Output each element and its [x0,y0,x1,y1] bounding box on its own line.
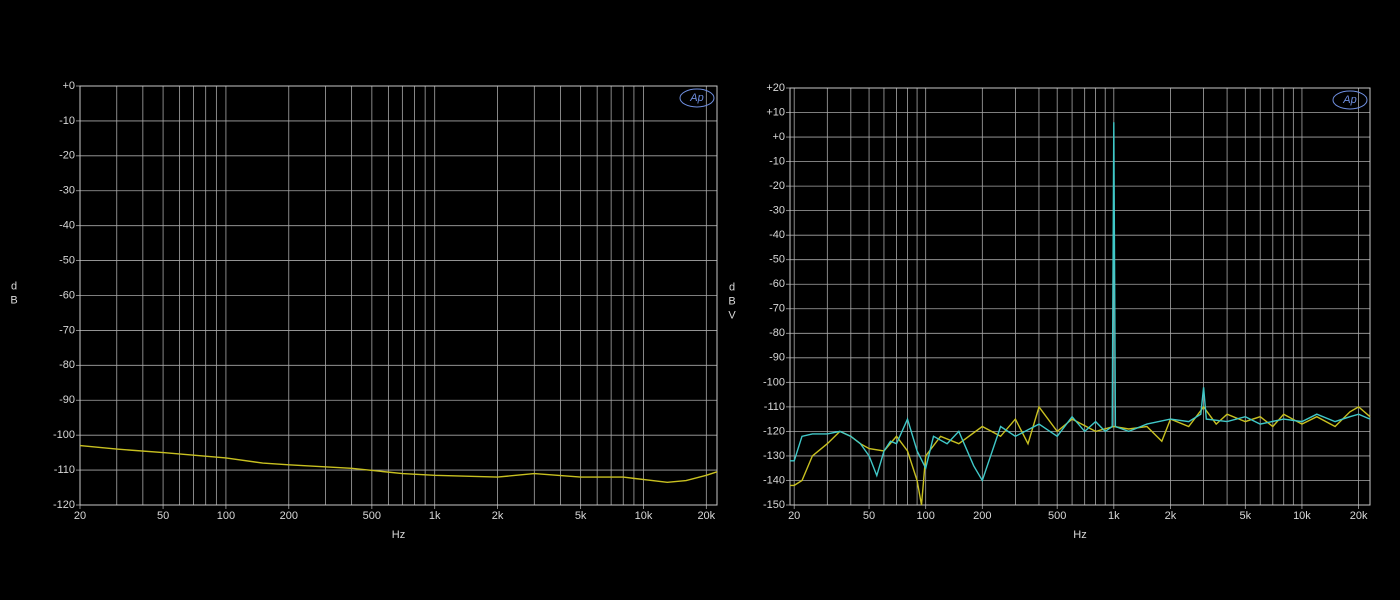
y-tick-label: -60 [59,289,75,301]
y-tick-label: -150 [763,499,785,511]
x-tick-label: 10k [635,510,653,522]
x-tick-label: 100 [917,510,935,522]
x-tick-label: 2k [1165,510,1177,522]
x-tick-label: 20 [788,510,800,522]
y-tick-label: +20 [766,82,785,94]
x-tick-label: 1k [1108,510,1120,522]
x-tick-label: 5k [1240,510,1252,522]
y-tick-label: -100 [53,429,75,441]
x-tick-label: 2k [492,510,504,522]
y-tick-label: -70 [59,324,75,336]
x-tick-label: 20 [74,510,86,522]
y-tick-label: -30 [769,205,785,217]
y-axis-label: dBV [726,282,738,324]
logo: Ap [1342,94,1356,106]
x-tick-label: 200 [280,510,298,522]
series-line [79,444,718,484]
y-tick-label: -60 [769,278,785,290]
chart: +0 -10 -20 -30 -40 -50 -60 -70 -80 -90 -100 -110 -12… [8,80,718,541]
chart: +20 +10 +0 -10 -20 -30 -40 -50 -60 -70 -80 -90 -100 -… [726,82,1371,541]
x-tick-label: 50 [863,510,875,522]
y-tick-label: -110 [54,464,75,476]
y-tick-label: -100 [763,376,785,388]
y-tick-label: -120 [763,425,785,437]
y-tick-label: -20 [769,180,785,192]
y-tick-label: -130 [763,450,785,462]
x-tick-label: 100 [217,510,235,522]
y-tick-label: -80 [59,359,75,371]
plot-frame [79,85,718,506]
y-tick-label: -50 [769,254,785,266]
logo: Ap [689,92,703,104]
y-tick-label: -20 [59,150,75,162]
y-tick-label: -10 [59,115,75,127]
x-tick-label: 200 [973,510,991,522]
y-tick-label: -40 [769,229,785,241]
x-tick-label: 20k [697,510,715,522]
y-tick-label: -110 [764,401,785,413]
y-tick-label: -70 [769,303,785,315]
y-tick-label: -30 [59,185,75,197]
x-axis-label: Hz [1073,529,1086,541]
x-tick-label: 1k [429,510,441,522]
y-tick-label: -90 [59,394,75,406]
series-line [790,122,1371,483]
x-tick-label: 20k [1350,510,1368,522]
y-tick-label: -120 [53,499,75,511]
y-tick-label: -140 [763,474,785,486]
x-tick-label: 500 [363,510,381,522]
x-tick-label: 500 [1048,510,1066,522]
y-tick-label: +0 [62,80,75,92]
y-tick-label: -80 [769,327,785,339]
y-tick-label: -90 [769,352,785,364]
x-tick-label: 5k [575,510,587,522]
logo-ring [1332,90,1368,110]
x-tick-label: 50 [157,510,169,522]
logo-ring [679,88,715,108]
y-tick-label: +10 [766,106,785,118]
y-tick-label: +0 [772,131,785,143]
y-tick-label: -10 [769,155,785,167]
series-line [790,405,1371,506]
y-tick-label: -40 [59,220,75,232]
y-tick-label: -50 [59,254,75,266]
y-axis-label: dB [8,281,20,309]
plot-frame [789,87,1371,506]
x-tick-label: 10k [1293,510,1311,522]
x-axis-label: Hz [392,529,405,541]
